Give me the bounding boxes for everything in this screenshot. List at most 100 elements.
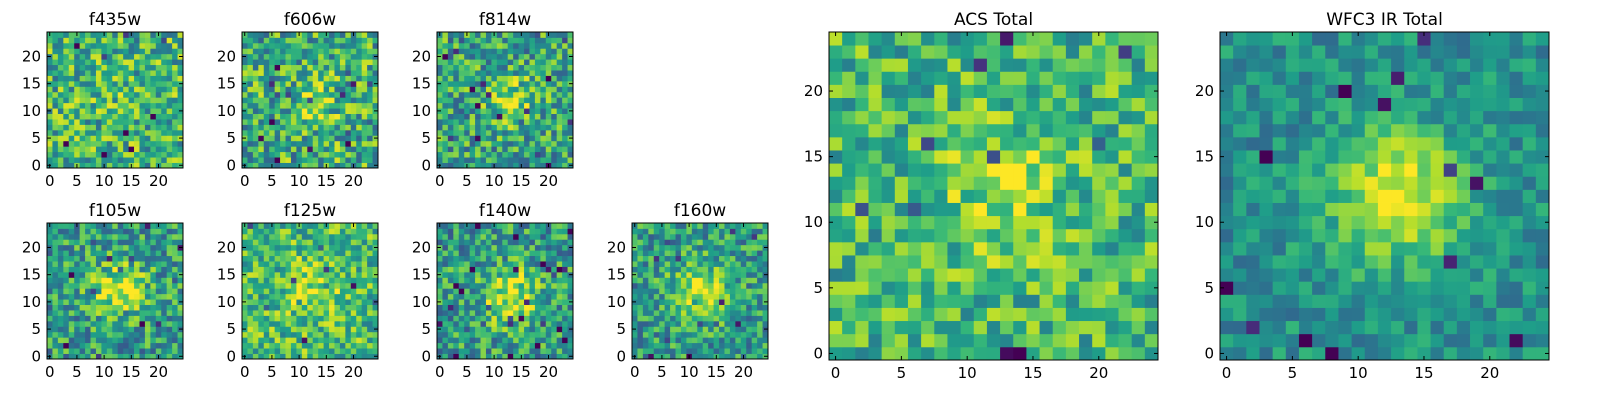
- heatmap-cell: [318, 239, 324, 246]
- heatmap-cell: [562, 282, 568, 289]
- heatmap-cell: [74, 59, 81, 66]
- heatmap-cell: [691, 299, 698, 305]
- heatmap-cell: [453, 108, 460, 114]
- heatmap-cell: [263, 293, 270, 300]
- heatmap-cell: [480, 320, 487, 327]
- heatmap-cell: [258, 80, 265, 87]
- heatmap-cell: [659, 331, 666, 338]
- heatmap-cell: [242, 348, 248, 354]
- heatmap-cell: [529, 337, 536, 344]
- heatmap-cell: [252, 288, 259, 295]
- heatmap-cell: [247, 75, 254, 82]
- heatmap-cell: [855, 307, 869, 322]
- heatmap-cell: [529, 140, 536, 147]
- heatmap-cell: [1079, 333, 1093, 348]
- heatmap-cell: [172, 266, 178, 273]
- heatmap-cell: [562, 157, 568, 163]
- heatmap-cell: [442, 102, 449, 109]
- heatmap-cell: [252, 102, 259, 109]
- heatmap-cell: [551, 140, 558, 147]
- heatmap-cell: [502, 108, 509, 114]
- heatmap-cell: [675, 304, 682, 311]
- heatmap-cell: [242, 151, 248, 158]
- heatmap-cell: [290, 37, 297, 44]
- heatmap-cell: [475, 102, 481, 109]
- heatmap-cell: [63, 331, 70, 338]
- heatmap-cell: [112, 271, 119, 278]
- heatmap-cell: [90, 119, 97, 125]
- heatmap-cell: [502, 151, 509, 158]
- heatmap-cell: [52, 288, 59, 295]
- heatmap-cell: [529, 70, 536, 76]
- heatmap-cell: [757, 315, 763, 322]
- heatmap-cell: [252, 271, 259, 278]
- heatmap-cell: [562, 239, 568, 246]
- heatmap-cell: [274, 113, 281, 120]
- heatmap-cell: [47, 124, 53, 131]
- heatmap-cell: [469, 342, 476, 349]
- heatmap-cell: [491, 151, 498, 158]
- heatmap-cell: [334, 70, 341, 76]
- heatmap-cell: [567, 146, 574, 153]
- heatmap-cell: [318, 97, 324, 104]
- heatmap-cell: [63, 59, 70, 66]
- heatmap-cell: [1079, 255, 1093, 269]
- heatmap-cell: [518, 320, 525, 327]
- heatmap-cell: [659, 266, 666, 273]
- heatmap-cell: [307, 223, 314, 229]
- heatmap-cell: [680, 293, 687, 300]
- heatmap-cell: [301, 42, 308, 49]
- heatmap-cell: [458, 157, 465, 163]
- heatmap-cell: [323, 315, 330, 322]
- heatmap-cell: [312, 91, 319, 98]
- heatmap-cell: [829, 320, 843, 335]
- heatmap-cell: [947, 320, 961, 335]
- heatmap-cell: [562, 315, 568, 322]
- heatmap-cell: [95, 266, 102, 273]
- heatmap-cell: [524, 244, 530, 251]
- heatmap-cell: [106, 64, 113, 71]
- heatmap-cell: [562, 353, 568, 360]
- heatmap-cell: [556, 157, 563, 163]
- heatmap-cell: [708, 320, 714, 327]
- heatmap-cell: [247, 342, 254, 349]
- heatmap-cell: [57, 277, 64, 284]
- heatmap-cell: [274, 129, 281, 136]
- heatmap-cell: [691, 223, 698, 229]
- heatmap-cell: [458, 102, 465, 109]
- heatmap-cell: [697, 310, 704, 316]
- heatmap-cell: [551, 80, 558, 87]
- heatmap-cell: [117, 140, 124, 147]
- heatmap-cell: [502, 48, 509, 55]
- heatmap-cell: [480, 64, 487, 71]
- heatmap-cell: [242, 48, 248, 55]
- heatmap-cell: [285, 86, 292, 93]
- heatmap-cell: [708, 331, 714, 338]
- heatmap-cell: [85, 282, 91, 289]
- heatmap-cell: [757, 331, 763, 338]
- heatmap-cell: [855, 320, 869, 335]
- heatmap-cell: [329, 326, 335, 333]
- heatmap-cell: [177, 277, 184, 284]
- heatmap-cell: [177, 250, 184, 257]
- heatmap-cell: [664, 326, 671, 333]
- heatmap-cell: [453, 331, 460, 338]
- heatmap-cell: [680, 310, 687, 316]
- heatmap-cell: [442, 32, 449, 38]
- heatmap-cell: [1052, 176, 1067, 190]
- heatmap-cell: [670, 331, 676, 338]
- heatmap-cell: [63, 277, 70, 284]
- heatmap-cell: [155, 293, 162, 300]
- heatmap-cell: [312, 315, 319, 322]
- heatmap-cell: [139, 299, 146, 305]
- heatmap-cell: [442, 108, 449, 114]
- heatmap-cell: [529, 239, 536, 246]
- heatmap-cell: [134, 310, 140, 316]
- heatmap-cell: [1105, 215, 1119, 230]
- heatmap-cell: [1144, 241, 1159, 256]
- heatmap-cell: [485, 129, 492, 136]
- heatmap-cell: [367, 310, 373, 316]
- heatmap-cell: [312, 271, 319, 278]
- heatmap-cell: [367, 113, 373, 120]
- heatmap-cell: [735, 331, 742, 338]
